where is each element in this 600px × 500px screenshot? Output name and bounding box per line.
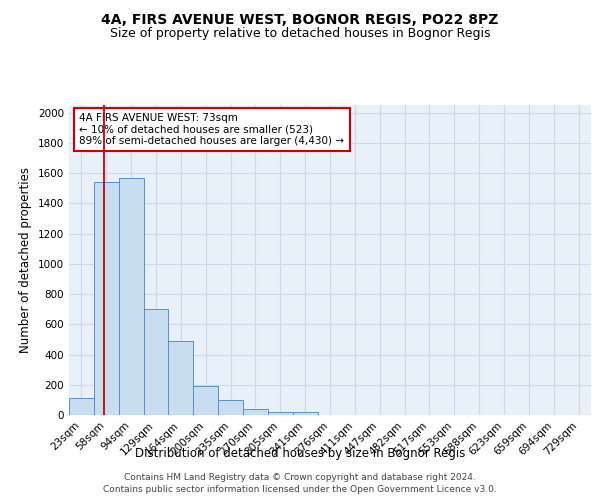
- Bar: [243, 409, 268, 415]
- Bar: [69, 398, 94, 415]
- Bar: [293, 412, 317, 415]
- Bar: [143, 309, 169, 415]
- Text: Size of property relative to detached houses in Bognor Regis: Size of property relative to detached ho…: [110, 28, 490, 40]
- Bar: [268, 412, 293, 415]
- Bar: [218, 400, 243, 415]
- Bar: [193, 386, 218, 415]
- Bar: [119, 178, 143, 415]
- Bar: [94, 182, 119, 415]
- Text: Contains public sector information licensed under the Open Government Licence v3: Contains public sector information licen…: [103, 485, 497, 494]
- Text: 4A, FIRS AVENUE WEST, BOGNOR REGIS, PO22 8PZ: 4A, FIRS AVENUE WEST, BOGNOR REGIS, PO22…: [101, 12, 499, 26]
- Y-axis label: Number of detached properties: Number of detached properties: [19, 167, 32, 353]
- Bar: [169, 341, 193, 415]
- Text: Distribution of detached houses by size in Bognor Regis: Distribution of detached houses by size …: [135, 448, 465, 460]
- Text: Contains HM Land Registry data © Crown copyright and database right 2024.: Contains HM Land Registry data © Crown c…: [124, 472, 476, 482]
- Text: 4A FIRS AVENUE WEST: 73sqm
← 10% of detached houses are smaller (523)
89% of sem: 4A FIRS AVENUE WEST: 73sqm ← 10% of deta…: [79, 113, 344, 146]
